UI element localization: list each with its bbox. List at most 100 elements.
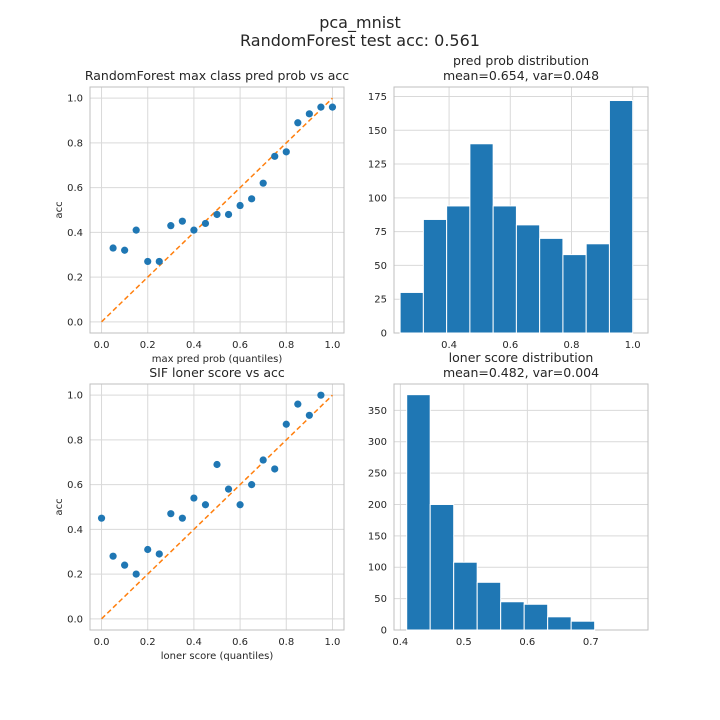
y-tick-label: 0.4 <box>67 228 83 239</box>
y-tick-label: 150 <box>368 126 387 137</box>
y-tick-label: 0.2 <box>67 273 83 284</box>
scatter-point <box>201 501 210 509</box>
histogram-bar <box>453 561 478 631</box>
scatter-point <box>178 217 186 225</box>
y-tick-label: 300 <box>368 437 387 448</box>
y-tick-label: 350 <box>368 406 387 417</box>
scatter-point <box>236 501 244 509</box>
x-axis-label: loner score (quantiles) <box>161 651 274 662</box>
scatter-point <box>190 494 198 502</box>
y-tick-label: 0.4 <box>67 525 83 536</box>
panel-title: SIF loner score vs acc <box>149 365 285 380</box>
scatter-point <box>236 201 244 210</box>
x-tick-label: 1.0 <box>325 340 341 351</box>
panel-stats: mean=0.654, var=0.048 <box>443 68 599 83</box>
x-tick-label: 0.2 <box>140 340 156 351</box>
scatter-point <box>109 552 117 560</box>
y-tick-label: 100 <box>368 193 387 204</box>
scatter-point <box>155 257 163 266</box>
scatter-point <box>224 210 233 219</box>
x-tick-label: 1.0 <box>625 340 641 351</box>
y-tick-label: 0.2 <box>67 570 83 581</box>
plot-area: 0.4 0.5 0.6 0.7 0 50 100 150 200 250 300 350 <box>368 383 649 648</box>
x-tick-label: 0.8 <box>564 340 580 351</box>
histogram-bar <box>585 243 610 334</box>
y-axis-label: acc <box>54 498 65 515</box>
scatter-point <box>109 244 117 252</box>
x-tick-label: 0.4 <box>441 340 457 351</box>
x-tick-label: 0.8 <box>278 637 294 648</box>
scatter-point <box>132 570 140 578</box>
x-tick-label: 0.8 <box>278 340 294 351</box>
histogram-bar <box>570 620 596 631</box>
histogram-bar <box>469 143 494 334</box>
scatter-point <box>121 561 129 569</box>
histogram-bar <box>399 291 424 334</box>
histogram-bar <box>500 601 525 631</box>
histogram-bar <box>515 224 541 334</box>
y-tick-label: 1.0 <box>67 94 83 105</box>
x-tick-label: 0.5 <box>456 637 472 648</box>
x-tick-label: 0.4 <box>186 637 202 648</box>
scatter-point <box>294 119 302 127</box>
scatter-point <box>132 226 140 234</box>
x-tick-label: 0.6 <box>519 637 535 648</box>
x-tick-label: 0.6 <box>232 637 248 648</box>
scatter-point <box>317 103 325 111</box>
histogram-bar <box>406 394 431 631</box>
y-tick-label: 100 <box>368 563 387 574</box>
scatter-point <box>97 514 106 522</box>
x-tick-label: 0.6 <box>502 340 518 351</box>
y-tick-label: 25 <box>374 295 387 306</box>
scatter-point <box>190 226 198 234</box>
histogram-bar <box>492 205 517 334</box>
plot-area: 0.4 0.6 0.8 1.0 0 25 50 75 100 125 150 175 <box>368 86 649 351</box>
diagonal-reference-line <box>101 394 333 620</box>
y-tick-label: 150 <box>368 531 387 542</box>
panel-title: RandomForest max class pred prob vs acc <box>85 68 349 83</box>
plot-frame <box>89 86 345 334</box>
scatter-point <box>259 456 267 464</box>
y-tick-label: 200 <box>368 500 387 511</box>
plot-frame <box>89 383 345 631</box>
pred-prob-distribution-panel: 0.4 0.6 0.8 1.0 0 25 50 75 100 125 150 175 pred pro… <box>368 53 649 351</box>
scatter-point <box>317 391 325 399</box>
histogram-bar <box>446 205 471 334</box>
x-tick-label: 0.7 <box>583 637 599 648</box>
scatter-point <box>213 460 221 469</box>
histogram-bar <box>562 254 587 334</box>
scatter-point <box>213 210 221 219</box>
scatter-point <box>178 514 186 522</box>
x-tick-label: 0.6 <box>232 340 248 351</box>
histogram-bar <box>422 218 448 334</box>
y-axis-label: acc <box>54 201 65 218</box>
scatter-point <box>248 481 256 489</box>
scatter-point <box>282 148 290 156</box>
scatter-point <box>201 219 210 228</box>
x-tick-label: 0.0 <box>94 637 110 648</box>
plot-area: 0.0 0.2 0.4 0.6 0.8 1.0 0.0 0.2 0.4 0.6 0.8 1.0 <box>67 86 345 351</box>
y-tick-label: 0 <box>381 626 387 637</box>
loner-score-distribution-panel: 0.4 0.5 0.6 0.7 0 50 100 150 200 250 300 350 loner … <box>368 350 649 648</box>
histogram-bar <box>523 603 549 631</box>
scatter-point <box>144 257 152 266</box>
scatter-point <box>271 465 279 473</box>
plot-area: 0.0 0.2 0.4 0.6 0.8 1.0 0.0 0.2 0.4 0.6 0.8 1.0 <box>67 383 345 648</box>
y-tick-label: 0 <box>381 329 387 340</box>
x-tick-label: 0.4 <box>392 637 408 648</box>
y-tick-label: 0.0 <box>67 317 83 328</box>
histogram-bar <box>429 503 455 631</box>
x-tick-label: 0.2 <box>140 637 156 648</box>
scatter-point <box>328 103 337 111</box>
scatter-point <box>224 485 233 493</box>
scatter-point <box>248 195 256 203</box>
panel-title: loner score distribution <box>449 350 594 365</box>
x-tick-label: 0.4 <box>186 340 202 351</box>
y-tick-label: 0.6 <box>67 183 83 194</box>
y-tick-label: 0.6 <box>67 480 83 491</box>
y-tick-label: 250 <box>368 469 387 480</box>
y-tick-label: 175 <box>368 92 387 103</box>
panel-stats: mean=0.482, var=0.004 <box>443 365 599 380</box>
y-tick-label: 0.8 <box>67 138 83 149</box>
